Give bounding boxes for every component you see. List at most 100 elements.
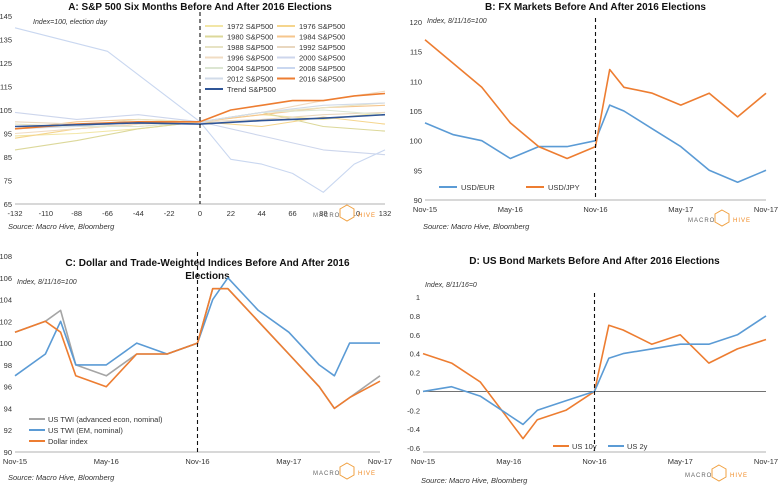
legend-label: USD/EUR <box>461 183 495 192</box>
chart-title: C: Dollar and Trade-Weighted Indices Bef… <box>65 258 350 269</box>
y-tick-label: 115 <box>0 83 12 92</box>
y-tick-label: 0 <box>416 387 420 396</box>
legend-label: 2004 S&P500 <box>227 64 273 73</box>
series-line <box>424 39 767 160</box>
x-tick-label: May-17 <box>668 205 693 214</box>
legend-label: USD/JPY <box>548 183 580 192</box>
x-tick-label: May-16 <box>498 205 523 214</box>
legend-label: US TWI (advanced econ, nominal) <box>48 415 163 424</box>
series-line <box>14 287 381 410</box>
logo-hexagon-icon <box>339 204 355 222</box>
series-line <box>14 92 386 130</box>
legend-label: Dollar index <box>48 437 88 446</box>
y-tick-label: 90 <box>414 196 422 205</box>
y-tick-label: 106 <box>0 274 12 283</box>
macro-hive-logo: MACRO HIVE <box>685 464 748 482</box>
y-tick-label: -0.6 <box>407 444 420 453</box>
legend: US TWI (advanced econ, nominal) US TWI (E… <box>29 415 163 446</box>
panel-b: B: FX Markets Before And After 2016 Elec… <box>409 2 778 231</box>
chart-title: D: US Bond Markets Before And After 2016… <box>469 256 720 267</box>
legend-label: 1988 S&P500 <box>227 43 273 52</box>
y-tick-label: 95 <box>414 166 422 175</box>
y-tick-label: 105 <box>0 106 12 115</box>
x-tick-label: 44 <box>257 209 265 218</box>
logo-hexagon-icon <box>339 462 355 480</box>
series-line <box>14 276 380 377</box>
logo-hexagon-icon <box>711 464 727 482</box>
y-tick-label: 100 <box>0 339 12 348</box>
index-note: Index, 8/11/16=0 <box>425 282 477 289</box>
legend-label: 2016 S&P500 <box>299 75 345 84</box>
macro-hive-logo: MACRO HIVE <box>688 209 751 227</box>
source-note: Source: Macro Hive, Bloomberg <box>421 476 528 485</box>
logo-text-right: HIVE <box>358 213 376 219</box>
y-tick-label: 108 <box>0 252 12 261</box>
source-note: Source: Macro Hive, Bloomberg <box>8 222 115 231</box>
logo-text-right: HIVE <box>730 473 748 479</box>
x-tick-label: -44 <box>133 209 144 218</box>
legend-label: 2008 S&P500 <box>299 64 345 73</box>
y-tick-label: -0.2 <box>407 406 420 415</box>
y-tick-label: 115 <box>410 48 422 57</box>
y-tick-label: 95 <box>4 130 12 139</box>
legend-label: US 2y <box>627 442 648 451</box>
x-tick-label: 88 <box>319 209 327 218</box>
logo-text-right: HIVE <box>358 471 376 477</box>
legend: US 10y US 2y <box>553 442 648 451</box>
y-tick-label: 110 <box>410 77 422 86</box>
index-note: Index, 8/11/16=100 <box>427 18 487 25</box>
x-tick-label: Nov-16 <box>185 457 209 466</box>
y-tick-label: 92 <box>4 426 12 435</box>
panel-a: A: S&P 500 Six Months Before And After 2… <box>0 2 391 231</box>
x-tick-label: Nov-16 <box>583 205 607 214</box>
x-tick-label: -110 <box>39 209 53 218</box>
y-tick-label: 0.4 <box>410 350 420 359</box>
series-line <box>14 27 386 193</box>
logo-text-left: MACRO <box>688 218 715 224</box>
x-tick-label: Nov-17 <box>754 205 778 214</box>
y-tick-label: 135 <box>0 36 12 45</box>
y-tick-label: 65 <box>4 200 12 209</box>
legend-label: 2000 S&P500 <box>299 54 345 63</box>
x-tick-label: Nov-15 <box>411 457 435 466</box>
x-tick-label: May-17 <box>668 457 693 466</box>
macro-hive-logo: MACRO HIVE <box>313 204 376 222</box>
legend: USD/EUR USD/JPY <box>439 183 580 192</box>
y-tick-label: 104 <box>0 296 12 305</box>
source-note: Source: Macro Hive, Bloomberg <box>8 473 115 482</box>
x-tick-label: Nov-17 <box>754 457 778 466</box>
source-note: Source: Macro Hive, Bloomberg <box>423 222 530 231</box>
y-tick-label: 94 <box>4 404 12 413</box>
x-tick-label: -22 <box>164 209 175 218</box>
x-tick-label: Nov-16 <box>582 457 606 466</box>
logo-hexagon-icon <box>714 209 730 227</box>
y-tick-label: 145 <box>0 12 12 21</box>
legend-label: 1992 S&P500 <box>299 43 345 52</box>
index-note: Index, 8/11/16=100 <box>17 279 77 286</box>
y-tick-label: 0.8 <box>410 312 420 321</box>
y-tick-label: 1 <box>416 293 420 302</box>
x-tick-label: 66 <box>288 209 296 218</box>
y-tick-label: 0.2 <box>410 369 420 378</box>
logo-text-left: MACRO <box>313 471 340 477</box>
x-tick-label: Nov-15 <box>3 457 27 466</box>
y-tick-label: 125 <box>0 59 12 68</box>
legend-label: 2012 S&P500 <box>227 75 273 84</box>
index-note: Index=100, election day <box>33 19 108 26</box>
x-tick-label: 22 <box>227 209 235 218</box>
legend-label: 1980 S&P500 <box>227 33 273 42</box>
x-tick-label: May-16 <box>94 457 119 466</box>
legend-label: 1996 S&P500 <box>227 54 273 63</box>
legend-label: US TWI (EM, nominal) <box>48 426 123 435</box>
y-tick-label: -0.4 <box>407 425 420 434</box>
x-tick-label: May-16 <box>496 457 521 466</box>
x-tick-label: 0 <box>198 209 202 218</box>
legend: 1972 S&P500 1976 S&P500 1980 S&P500 1984 S&… <box>205 22 345 94</box>
legend-label: 1976 S&P500 <box>299 22 345 31</box>
y-tick-label: 96 <box>4 383 12 392</box>
logo-text-right: HIVE <box>733 218 751 224</box>
chart-title: Elections <box>185 271 230 282</box>
legend-label: 1984 S&P500 <box>299 33 345 42</box>
